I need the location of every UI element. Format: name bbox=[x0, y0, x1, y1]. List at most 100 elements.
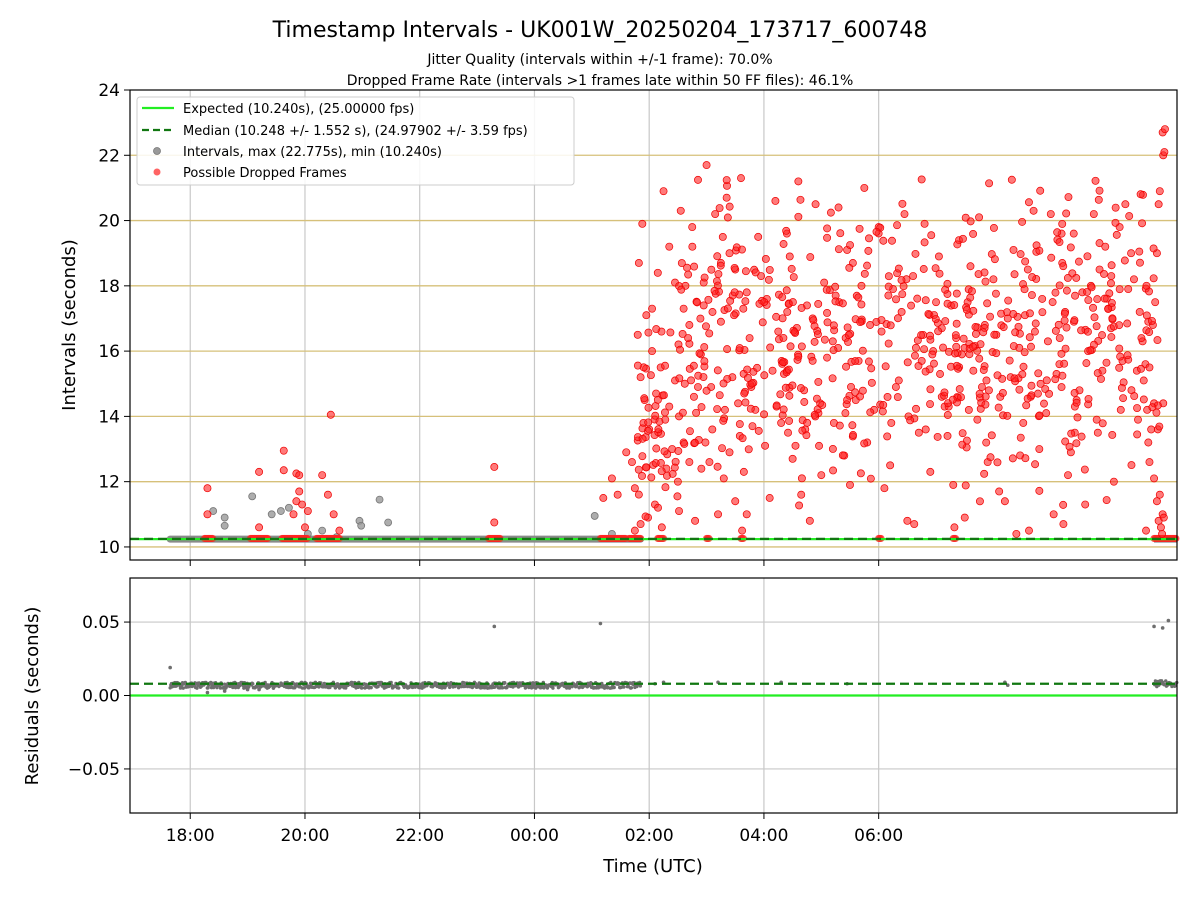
dropped-frame-point bbox=[335, 526, 344, 535]
dropped-frame-point bbox=[838, 299, 847, 308]
dropped-frame-point bbox=[930, 359, 938, 368]
dropped-frame-point bbox=[673, 492, 682, 501]
dropped-frame-point bbox=[738, 526, 747, 535]
dropped-frame-point bbox=[697, 464, 706, 473]
dropped-frame-point bbox=[723, 213, 732, 222]
dropped-frame-point bbox=[634, 259, 643, 267]
dropped-frame-point bbox=[1070, 389, 1079, 397]
dropped-frame-point bbox=[743, 373, 752, 382]
dropped-frame-point bbox=[1025, 526, 1033, 535]
dropped-frame-point bbox=[640, 394, 649, 403]
dropped-frame-point bbox=[1016, 433, 1025, 442]
dropped-frame-point bbox=[1156, 523, 1165, 532]
dropped-frame-point bbox=[714, 510, 722, 519]
dropped-frame-point bbox=[301, 523, 309, 532]
dropped-frame-point bbox=[1089, 303, 1098, 312]
dropped-frame-point bbox=[943, 411, 952, 419]
dropped-frame-point bbox=[765, 265, 774, 274]
dropped-frame-point bbox=[745, 334, 754, 343]
dropped-frame-point bbox=[638, 219, 647, 228]
intervals-y-tick-label: 24 bbox=[98, 81, 120, 101]
dropped-frame-point bbox=[1084, 296, 1093, 305]
dropped-frame-point bbox=[737, 174, 745, 183]
dropped-frame-point bbox=[986, 312, 995, 321]
dropped-frame-point bbox=[879, 401, 888, 409]
residual-point bbox=[1166, 618, 1171, 623]
dropped-frame-point bbox=[760, 410, 769, 419]
dropped-frame-point bbox=[1127, 249, 1136, 258]
dropped-frame-point bbox=[948, 395, 957, 404]
dropped-frame-point bbox=[1093, 369, 1102, 378]
dropped-frame-point bbox=[975, 213, 984, 222]
dropped-frame-point bbox=[958, 234, 967, 243]
residual-point bbox=[174, 684, 179, 688]
dropped-frame-point bbox=[1115, 363, 1124, 372]
dropped-frame-point bbox=[1010, 374, 1019, 383]
dropped-frame-point bbox=[655, 417, 664, 426]
dropped-frame-point bbox=[818, 401, 827, 409]
dropped-frame-point bbox=[845, 263, 854, 272]
x-tick-label: 20:00 bbox=[280, 826, 329, 846]
dropped-frame-point bbox=[1046, 210, 1055, 218]
dropped-frame-point bbox=[797, 303, 806, 312]
dropped-frame-point bbox=[1042, 376, 1051, 385]
chart-title: Timestamp Intervals - UK001W_20250204_17… bbox=[272, 18, 928, 43]
dropped-frame-point bbox=[1153, 336, 1162, 345]
residual-point bbox=[205, 690, 210, 695]
dropped-frame-point bbox=[943, 299, 952, 308]
dropped-frame-point bbox=[1028, 273, 1037, 282]
dropped-frame-point bbox=[761, 441, 770, 450]
dropped-frame-point bbox=[1073, 413, 1082, 422]
dropped-frame-point bbox=[648, 304, 657, 313]
dropped-frame-point bbox=[758, 318, 767, 327]
dropped-frame-point bbox=[891, 383, 900, 391]
dropped-frame-point bbox=[1093, 295, 1102, 304]
dropped-frame-point bbox=[1059, 262, 1068, 271]
interval-point bbox=[285, 503, 293, 512]
dropped-frame-point bbox=[685, 321, 694, 329]
dropped-frame-point bbox=[971, 323, 980, 331]
dropped-frame-point bbox=[1112, 230, 1121, 239]
dropped-frame-point bbox=[779, 333, 788, 342]
dropped-frame-point bbox=[921, 425, 930, 434]
dropped-frame-point bbox=[739, 304, 748, 313]
dropped-frame-point bbox=[846, 241, 855, 249]
dropped-frame-point bbox=[1136, 258, 1144, 267]
dropped-frame-point bbox=[642, 311, 651, 320]
legend-dropped-swatch bbox=[153, 168, 161, 176]
dropped-frame-point bbox=[1019, 362, 1028, 371]
dropped-frame-point bbox=[971, 330, 980, 338]
dropped-frame-point bbox=[846, 480, 854, 489]
x-axis-label: Time (UTC) bbox=[602, 856, 703, 877]
dropped-frame-point bbox=[1161, 125, 1169, 134]
dropped-frame-point bbox=[894, 264, 903, 273]
dropped-frame-point bbox=[1010, 270, 1019, 279]
dropped-frame-point bbox=[872, 227, 881, 236]
dropped-frame-point bbox=[255, 467, 264, 476]
dropped-frame-point bbox=[917, 175, 926, 184]
dropped-frame-point bbox=[841, 409, 850, 418]
dropped-frame-point bbox=[857, 281, 866, 290]
interval-point bbox=[384, 518, 393, 527]
dropped-frame-point bbox=[1061, 437, 1070, 446]
intervals-y-tick-label: 16 bbox=[98, 342, 120, 362]
dropped-frame-point bbox=[765, 494, 774, 502]
dropped-frame-point bbox=[961, 213, 970, 222]
dropped-frame-point bbox=[920, 238, 929, 247]
dropped-frame-point bbox=[708, 308, 717, 316]
dropped-frame-point bbox=[1003, 411, 1012, 420]
dropped-frame-point bbox=[680, 379, 689, 388]
intervals-y-tick-label: 18 bbox=[98, 277, 120, 297]
dropped-frame-point bbox=[1018, 370, 1027, 379]
dropped-frame-point bbox=[991, 289, 1000, 298]
dropped-frame-point bbox=[878, 407, 887, 416]
interval-point bbox=[276, 507, 285, 515]
dropped-frame-point bbox=[653, 268, 662, 277]
dropped-frame-point bbox=[982, 438, 991, 447]
dropped-frame-point bbox=[665, 242, 674, 251]
dropped-frame-point bbox=[884, 282, 893, 291]
dropped-frame-point bbox=[894, 314, 902, 323]
dropped-frame-point bbox=[1108, 430, 1117, 439]
residuals-plot-frame bbox=[129, 577, 1178, 814]
dropped-frame-point bbox=[810, 322, 819, 331]
